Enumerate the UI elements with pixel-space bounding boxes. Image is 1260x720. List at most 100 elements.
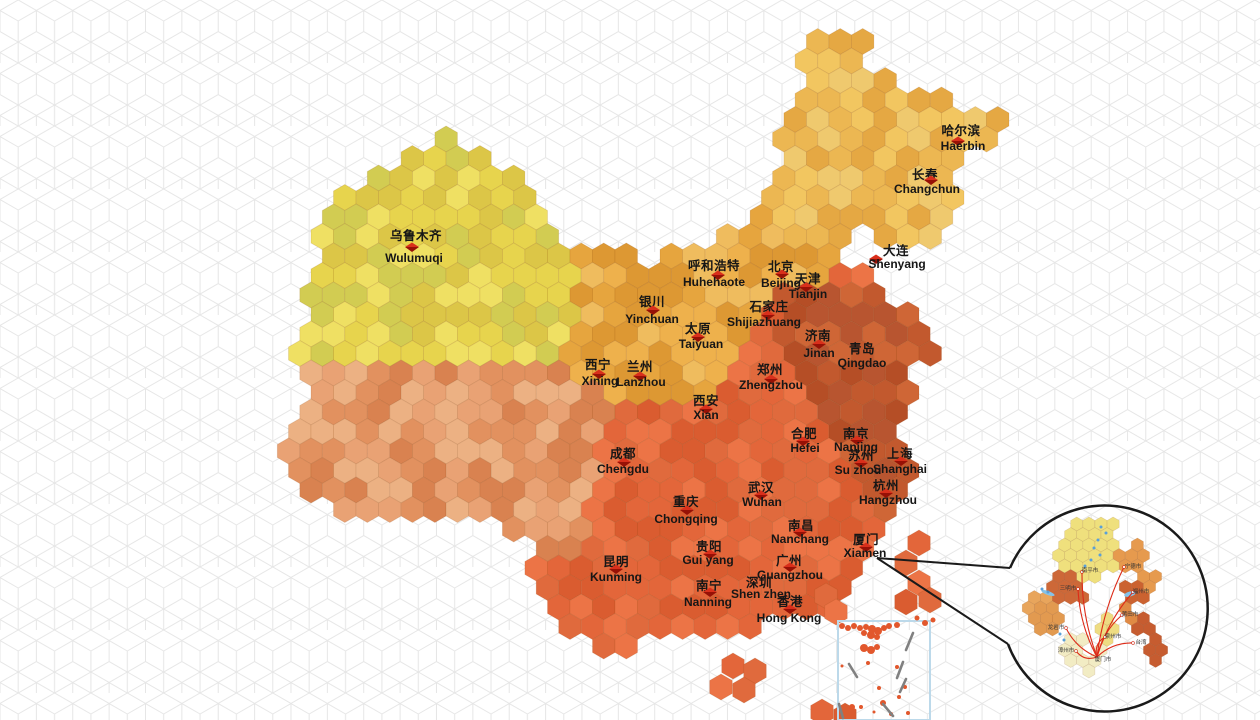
city-marker-diamond[interactable] <box>924 180 938 185</box>
city-label-pinyin: Qingdao <box>838 356 887 370</box>
scs-nine-dash <box>847 662 859 679</box>
city-marker-diamond[interactable] <box>703 549 717 555</box>
city-marker-diamond[interactable] <box>869 254 883 260</box>
city-marker-diamond[interactable] <box>799 282 813 288</box>
inset-city-label: 台湾 <box>1135 638 1147 646</box>
city-label-pinyin: Hong Kong <box>757 611 822 625</box>
city-marker-diamond[interactable] <box>894 456 908 462</box>
city-marker-diamond[interactable] <box>783 609 797 614</box>
city-marker-diamond[interactable] <box>783 562 797 568</box>
city-marker-diamond[interactable] <box>793 532 807 537</box>
city-marker-diamond[interactable] <box>869 259 883 264</box>
inset-blue-dot <box>1083 564 1087 568</box>
city-marker-diamond[interactable] <box>680 505 694 511</box>
city-marker-diamond[interactable] <box>924 175 938 181</box>
city-marker-diamond[interactable] <box>879 488 893 494</box>
city-marker-diamond[interactable] <box>812 339 826 345</box>
city-marker-diamond[interactable] <box>850 435 864 441</box>
scs-nine-dash <box>904 631 915 652</box>
city-marker-diamond[interactable] <box>617 457 631 463</box>
inset-hex <box>1137 590 1150 605</box>
city-marker-diamond[interactable] <box>796 436 810 442</box>
scs-island-dot <box>866 661 870 665</box>
scs-island-dot <box>914 615 920 621</box>
inset-blue-dot <box>1058 632 1062 636</box>
city-marker-diamond[interactable] <box>799 287 813 292</box>
island-hex <box>824 598 848 626</box>
city-marker-diamond[interactable] <box>703 554 717 559</box>
city-marker-diamond[interactable] <box>775 274 789 279</box>
south-china-sea-inset <box>837 615 936 720</box>
city-label-zh: 西宁 <box>585 357 611 372</box>
city-marker-diamond[interactable] <box>754 490 768 496</box>
city-label-pinyin: Xiamen <box>844 546 887 560</box>
city-label-pinyin: Hefei <box>790 441 819 455</box>
city-label-zh: 北京 <box>768 259 794 274</box>
city-marker-diamond[interactable] <box>699 409 713 414</box>
city-marker-diamond[interactable] <box>812 344 826 349</box>
city-label-zh: 杭州 <box>873 478 899 493</box>
scs-island-dot <box>845 625 851 631</box>
city-marker-diamond[interactable] <box>703 587 717 593</box>
city-marker-diamond[interactable] <box>699 404 713 410</box>
city-label-zh: 合肥 <box>791 426 817 441</box>
city-marker-diamond[interactable] <box>609 564 623 570</box>
city-marker-diamond[interactable] <box>691 337 705 342</box>
city-marker-diamond[interactable] <box>879 493 893 498</box>
scs-island-dot <box>851 623 857 629</box>
city-marker-diamond[interactable] <box>859 547 873 552</box>
city-marker-diamond[interactable] <box>711 275 725 280</box>
scs-island-dot <box>874 644 880 650</box>
city-label-pinyin: Shen zhen <box>731 587 791 601</box>
city-label-zh: 重庆 <box>673 494 699 509</box>
city-marker-diamond[interactable] <box>951 136 965 142</box>
city-marker-diamond[interactable] <box>592 369 606 375</box>
city-label-pinyin: Kunming <box>590 570 642 584</box>
city-label-pinyin: Xian <box>693 408 718 422</box>
city-marker-diamond[interactable] <box>405 242 419 248</box>
city-label-pinyin: Nanjing <box>834 440 878 454</box>
city-marker-diamond[interactable] <box>793 527 807 533</box>
city-marker-diamond[interactable] <box>764 379 778 384</box>
island-hex <box>709 673 733 701</box>
city-marker-diamond[interactable] <box>783 567 797 572</box>
city-marker-diamond[interactable] <box>854 463 868 468</box>
city-marker-diamond[interactable] <box>592 374 606 379</box>
city-marker-diamond[interactable] <box>951 141 965 146</box>
inset-blue-dot <box>1098 553 1102 557</box>
island-hex <box>894 588 918 616</box>
city-marker-diamond[interactable] <box>783 604 797 610</box>
inset-blue-dot <box>1062 638 1066 642</box>
city-marker-diamond[interactable] <box>405 247 419 252</box>
city-marker-diamond[interactable] <box>703 592 717 597</box>
city-marker-diamond[interactable] <box>775 269 789 275</box>
inset-city-dot <box>1131 590 1135 594</box>
city-marker-diamond[interactable] <box>691 332 705 338</box>
city-marker-diamond[interactable] <box>646 305 660 311</box>
city-marker-diamond[interactable] <box>609 569 623 574</box>
city-marker-diamond[interactable] <box>761 315 775 320</box>
city-marker-diamond[interactable] <box>617 462 631 467</box>
city-marker-diamond[interactable] <box>646 310 660 315</box>
scs-island-dot <box>922 620 928 626</box>
magnifier-circle[interactable] <box>1006 504 1209 713</box>
city-marker-diamond[interactable] <box>764 374 778 380</box>
city-label-zh: 大连 <box>883 243 909 258</box>
city-marker-diamond[interactable] <box>633 376 647 381</box>
magnifier-callout[interactable] <box>876 504 1209 713</box>
city-marker-diamond[interactable] <box>633 371 647 377</box>
city-label-zh: 呼和浩特 <box>688 258 740 273</box>
city-label-zh: 上海 <box>887 446 913 461</box>
city-marker-diamond[interactable] <box>854 458 868 464</box>
city-marker-diamond[interactable] <box>754 495 768 500</box>
city-marker-diamond[interactable] <box>850 440 864 445</box>
city-label-zh: 哈尔滨 <box>941 123 980 138</box>
city-marker-diamond[interactable] <box>711 270 725 276</box>
city-label-zh: 兰州 <box>627 359 653 374</box>
city-marker-diamond[interactable] <box>859 542 873 548</box>
city-marker-diamond[interactable] <box>680 510 694 515</box>
scs-island-dot <box>872 710 876 714</box>
city-marker-diamond[interactable] <box>894 461 908 466</box>
city-marker-diamond[interactable] <box>796 441 810 446</box>
city-marker-diamond[interactable] <box>761 310 775 316</box>
